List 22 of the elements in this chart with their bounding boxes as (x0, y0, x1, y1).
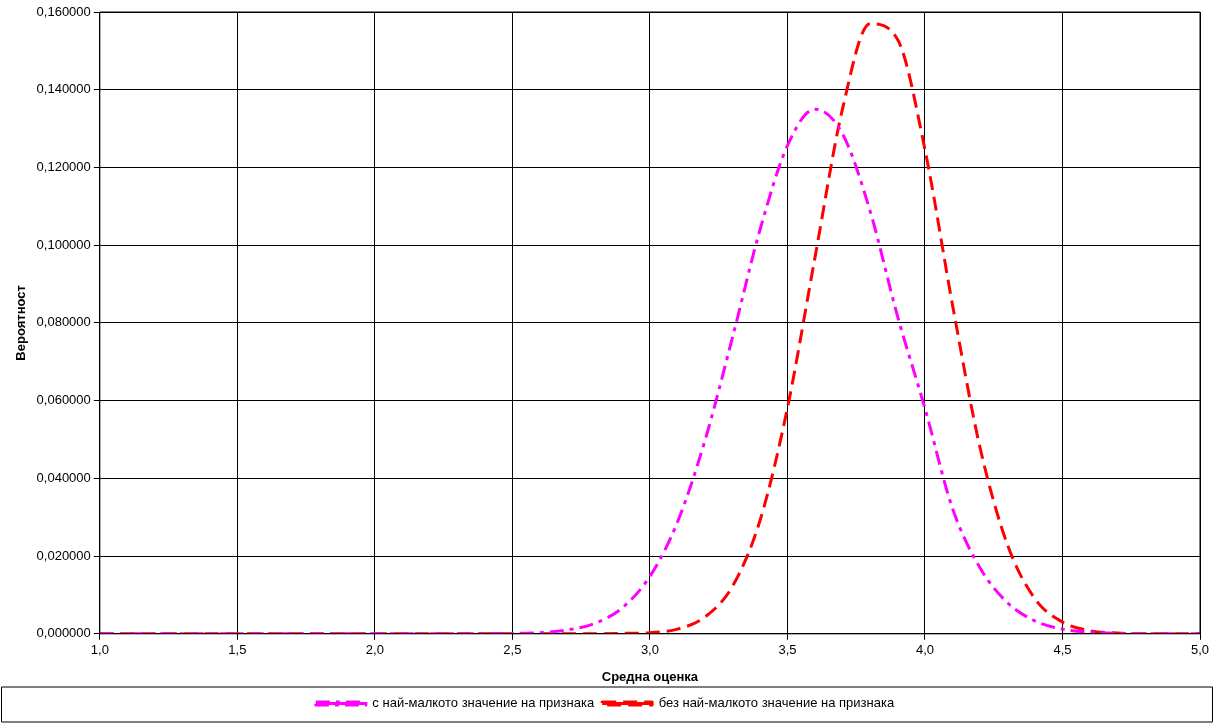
x-tick-label: 2,0 (365, 642, 384, 658)
y-tick-label: 0,000000 (36, 625, 91, 641)
y-tick-label: 0,160000 (36, 3, 91, 19)
x-tick-label: 3,0 (640, 642, 659, 658)
legend-label: без най-малкото значение на признака (658, 695, 895, 711)
x-tick-label: 1,0 (90, 642, 109, 658)
x-tick-label: 4,0 (915, 642, 934, 658)
y-tick-label: 0,100000 (36, 236, 91, 252)
y-tick-label: 0,040000 (36, 469, 91, 485)
x-tick-label: 5,0 (1190, 642, 1210, 658)
x-tick-label: 1,5 (228, 642, 247, 658)
x-axis-title: Средна оценка (601, 668, 699, 684)
y-axis-title: Вероятност (13, 285, 29, 361)
y-tick-label: 0,080000 (36, 314, 91, 330)
x-tick-label: 3,5 (778, 642, 797, 658)
y-tick-label: 0,060000 (36, 392, 91, 408)
x-tick-label: 4,5 (1053, 642, 1072, 658)
legend-label: с най-малкото значение на признака (372, 695, 595, 711)
y-tick-label: 0,140000 (36, 81, 91, 97)
x-tick-label: 2,5 (503, 642, 522, 658)
y-tick-label: 0,120000 (36, 159, 91, 175)
y-tick-label: 0,020000 (36, 547, 91, 563)
